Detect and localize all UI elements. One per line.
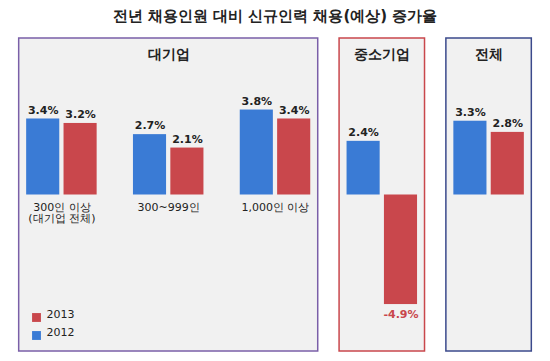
svg-text:2.1%: 2.1%	[172, 133, 203, 146]
svg-text:2.8%: 2.8%	[493, 117, 524, 130]
svg-text:3.8%: 3.8%	[242, 95, 273, 108]
svg-text:3.3%: 3.3%	[455, 106, 486, 119]
svg-text:300인 이상(대기업 전체): 300인 이상(대기업 전체)	[28, 201, 95, 225]
svg-text:-4.9%: -4.9%	[383, 308, 418, 321]
html-text:전년 채용인원 대비 신규인력 채용(예상) 증가율: 전년 채용인원 대비 신규인력 채용(예상) 증가율	[112, 7, 438, 25]
svg-text:3.2%: 3.2%	[65, 108, 96, 121]
svg-text:3.4%: 3.4%	[279, 104, 310, 117]
svg-text:전체: 전체	[475, 46, 503, 62]
svg-text:2012: 2012	[47, 326, 75, 339]
svg-text:3.4%: 3.4%	[28, 104, 59, 117]
svg-text:2.4%: 2.4%	[348, 126, 379, 139]
svg-text:300~999인: 300~999인	[138, 201, 200, 214]
svg-text:2.7%: 2.7%	[135, 119, 166, 132]
svg-text:대기업: 대기업	[148, 46, 190, 62]
svg-text:2013: 2013	[47, 308, 75, 321]
svg-text:1,000인 이상: 1,000인 이상	[242, 201, 310, 214]
svg-text:중소기업: 중소기업	[354, 46, 410, 62]
